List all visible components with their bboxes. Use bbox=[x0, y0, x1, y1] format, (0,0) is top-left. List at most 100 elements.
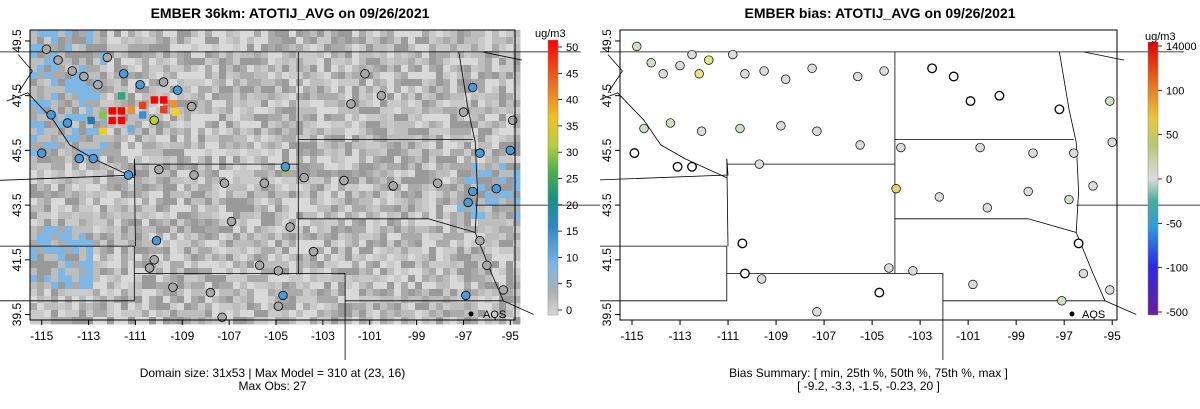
grid-cell bbox=[254, 310, 262, 318]
grid-cell bbox=[324, 233, 332, 241]
grid-cell bbox=[324, 310, 332, 318]
grid-cell bbox=[44, 107, 52, 115]
grid-cell bbox=[212, 100, 220, 108]
grid-cell bbox=[163, 156, 171, 164]
grid-cell bbox=[114, 65, 122, 73]
grid-cell bbox=[303, 37, 311, 45]
grid-cell bbox=[205, 86, 213, 94]
grid-cell bbox=[30, 65, 38, 73]
grid-cell bbox=[317, 44, 325, 52]
grid-cell bbox=[58, 86, 66, 94]
grid-cell bbox=[233, 226, 241, 234]
grid-cell bbox=[478, 191, 486, 199]
grid-cell bbox=[79, 205, 87, 213]
grid-cell bbox=[275, 184, 283, 192]
grid-cell bbox=[58, 142, 66, 150]
grid-cell bbox=[226, 65, 234, 73]
grid-cell bbox=[331, 268, 339, 276]
grid-cell bbox=[163, 198, 171, 206]
grid-cell bbox=[485, 268, 493, 276]
grid-cell bbox=[170, 289, 178, 297]
grid-cell bbox=[240, 317, 248, 325]
grid-cell bbox=[163, 100, 171, 108]
grid-cell bbox=[415, 114, 423, 122]
grid-cell bbox=[156, 254, 164, 262]
grid-cell bbox=[324, 65, 332, 73]
grid-cell bbox=[163, 317, 171, 325]
grid-cell bbox=[415, 86, 423, 94]
grid-cell bbox=[373, 219, 381, 227]
grid-cell bbox=[282, 268, 290, 276]
grid-cell bbox=[247, 233, 255, 241]
grid-cell bbox=[373, 303, 381, 311]
grid-cell bbox=[65, 100, 73, 108]
grid-cell bbox=[240, 240, 248, 248]
grid-cell bbox=[387, 296, 395, 304]
grid-cell bbox=[226, 30, 234, 38]
grid-cell bbox=[107, 296, 115, 304]
grid-cell bbox=[387, 114, 395, 122]
grid-cell bbox=[443, 247, 451, 255]
grid-cell bbox=[352, 261, 360, 269]
grid-cell bbox=[30, 240, 38, 248]
grid-cell bbox=[338, 72, 346, 80]
grid-cell bbox=[170, 247, 178, 255]
grid-cell bbox=[191, 303, 199, 311]
hotspot-cell bbox=[117, 116, 126, 125]
grid-cell bbox=[296, 212, 304, 220]
grid-cell bbox=[107, 310, 115, 318]
grid-cell bbox=[142, 37, 150, 45]
grid-cell bbox=[44, 254, 52, 262]
grid-cell bbox=[415, 163, 423, 171]
grid-cell bbox=[135, 135, 143, 143]
grid-cell bbox=[380, 261, 388, 269]
grid-cell bbox=[387, 303, 395, 311]
grid-cell bbox=[282, 170, 290, 178]
bias-site-marker bbox=[975, 142, 985, 153]
grid-cell bbox=[373, 310, 381, 318]
colorbar-tick-label: 45 bbox=[566, 68, 578, 80]
grid-cell bbox=[275, 296, 283, 304]
grid-cell bbox=[93, 240, 101, 248]
grid-cell bbox=[191, 51, 199, 59]
grid-cell bbox=[51, 184, 59, 192]
grid-cell bbox=[205, 254, 213, 262]
grid-cell bbox=[408, 58, 416, 66]
grid-cell bbox=[345, 317, 353, 325]
grid-cell bbox=[387, 93, 395, 101]
grid-cell bbox=[58, 212, 66, 220]
grid-cell bbox=[51, 100, 59, 108]
grid-cell bbox=[142, 233, 150, 241]
grid-cell bbox=[338, 86, 346, 94]
grid-cell bbox=[359, 128, 367, 136]
grid-cell bbox=[506, 37, 514, 45]
grid-cell bbox=[247, 149, 255, 157]
obs-site-marker bbox=[273, 266, 284, 276]
grid-cell bbox=[373, 177, 381, 185]
grid-cell bbox=[310, 184, 318, 192]
grid-cell bbox=[205, 149, 213, 157]
grid-cell bbox=[170, 240, 178, 248]
grid-cell bbox=[93, 198, 101, 206]
grid-cell bbox=[86, 51, 94, 59]
grid-cell bbox=[296, 170, 304, 178]
grid-cell bbox=[156, 289, 164, 297]
grid-cell bbox=[338, 65, 346, 73]
grid-cell bbox=[191, 65, 199, 73]
grid-cell bbox=[485, 184, 493, 192]
obs-site-marker bbox=[346, 99, 356, 109]
grid-cell bbox=[513, 268, 521, 276]
grid-cell bbox=[478, 177, 486, 185]
grid-cell bbox=[135, 184, 143, 192]
colorbar-unit: ug/m3 bbox=[535, 28, 566, 40]
grid-cell bbox=[464, 142, 472, 150]
grid-cell bbox=[513, 86, 521, 94]
grid-cell bbox=[310, 100, 318, 108]
grid-cell bbox=[296, 51, 304, 59]
grid-cell bbox=[422, 247, 430, 255]
grid-cell bbox=[450, 198, 458, 206]
grid-cell bbox=[37, 212, 45, 220]
grid-cell bbox=[513, 156, 521, 164]
colorbar-tick-label: 0 bbox=[566, 305, 572, 317]
grid-cell bbox=[464, 93, 472, 101]
